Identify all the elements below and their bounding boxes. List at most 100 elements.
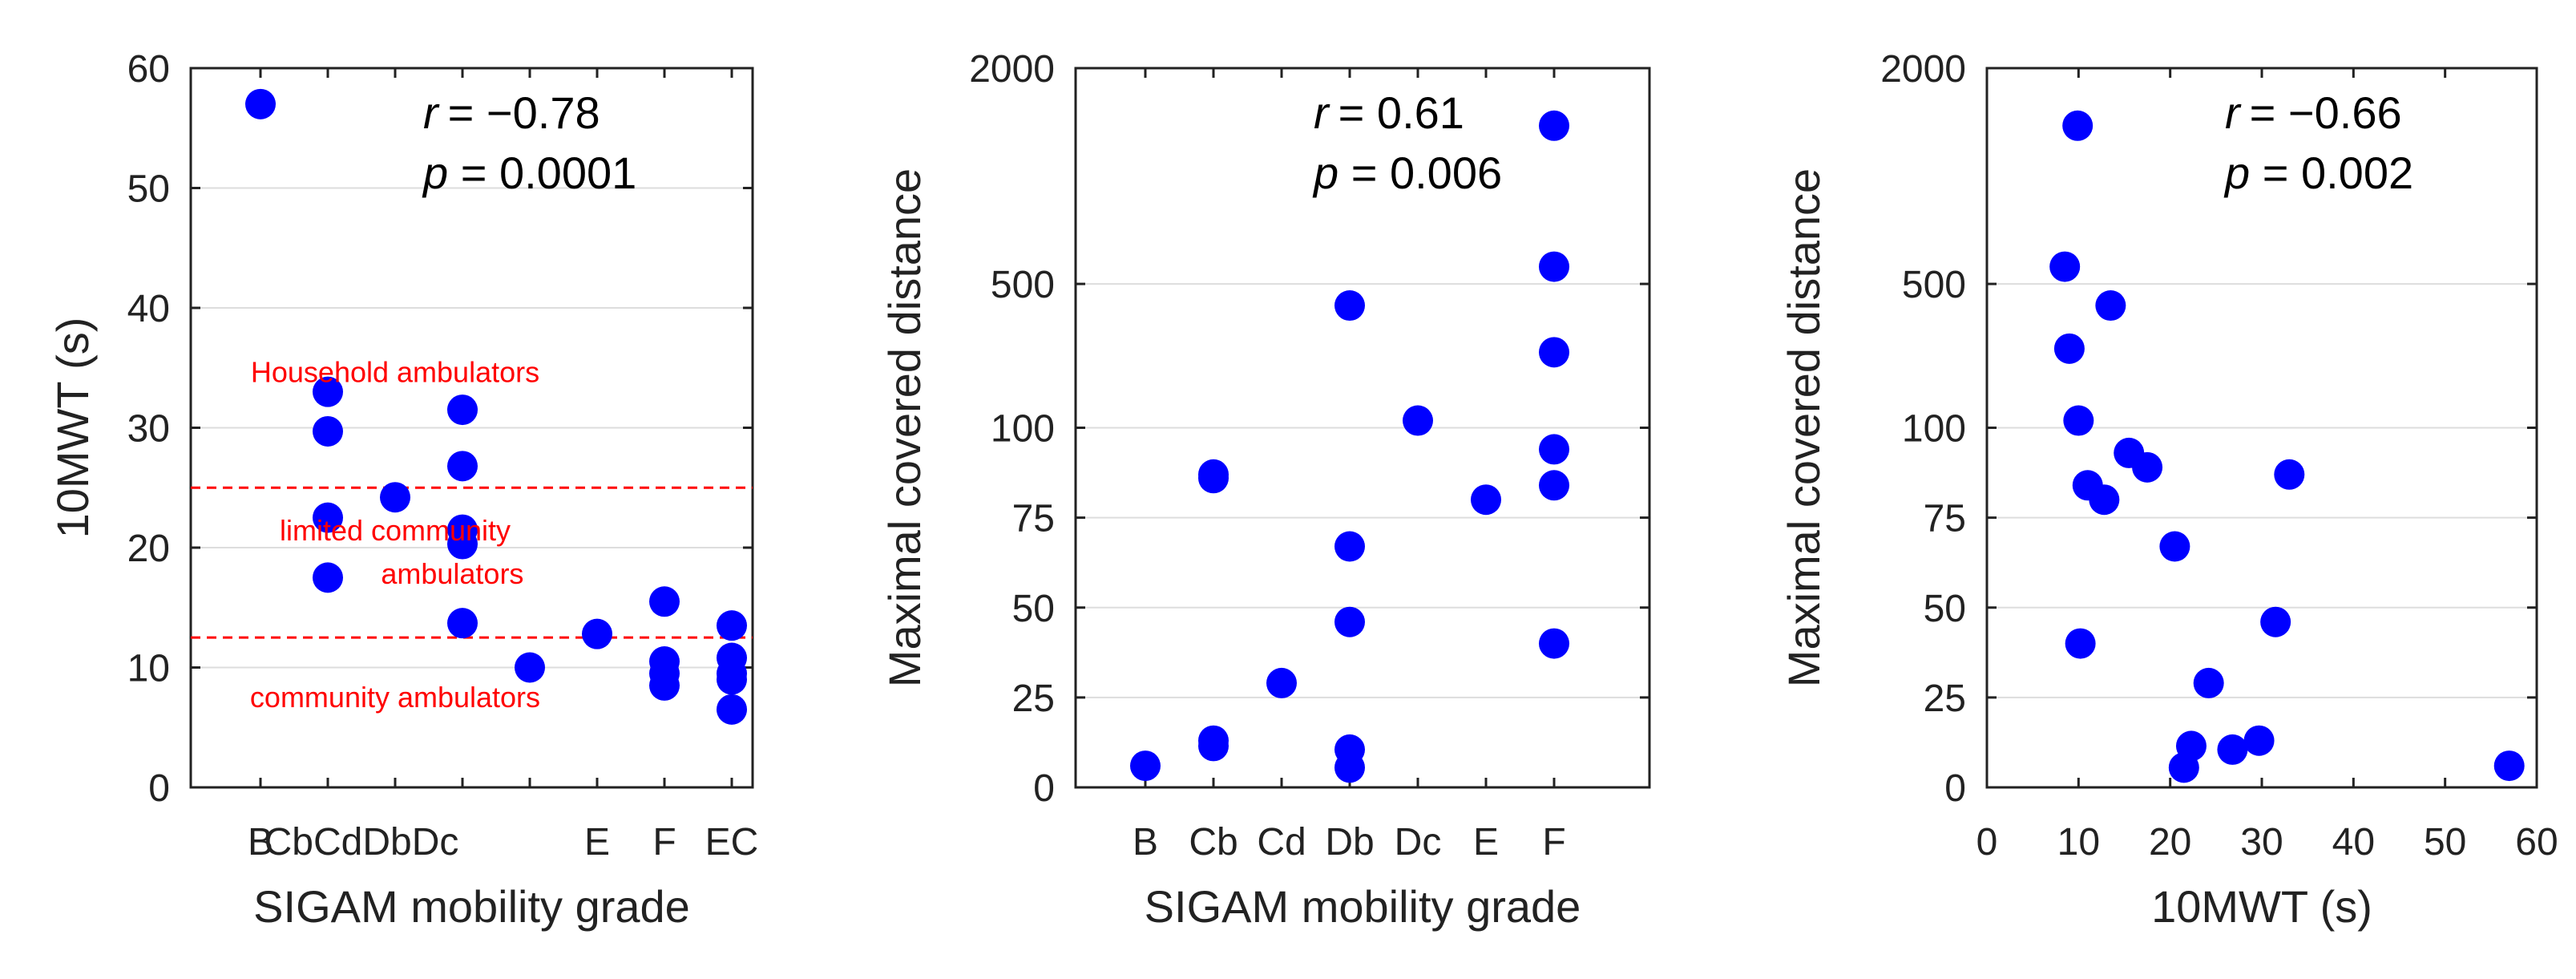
data-point [1539, 470, 1569, 501]
data-point [1539, 251, 1569, 282]
data-point [2217, 734, 2248, 765]
stat-r-value: = −0.78 [448, 87, 600, 138]
y-tick-label: 75 [1924, 498, 1966, 540]
x-axis-label: SIGAM mobility grade [1145, 881, 1581, 932]
y-axis-label: Maximal covered distance [879, 168, 930, 687]
annotation-label: Household ambulators [251, 356, 539, 389]
stat-r-symbol: r [1314, 87, 1330, 138]
data-point [1539, 434, 1569, 465]
y-tick-label: 50 [1924, 588, 1966, 630]
y-tick-label: 2000 [1880, 48, 1966, 91]
stat-p-symbol: p [1312, 148, 1338, 198]
y-tick-label: 20 [127, 528, 170, 570]
data-point [2062, 110, 2094, 141]
stat-p-value: = 0.006 [1338, 148, 1502, 198]
stat-r-symbol: r [2225, 87, 2242, 138]
y-tick-label: 100 [991, 408, 1055, 451]
data-point [1334, 606, 1365, 637]
x-tick-label: B [248, 821, 273, 864]
y-tick-label: 0 [148, 767, 170, 810]
y-tick-label: 10 [127, 648, 170, 690]
data-point [649, 586, 680, 617]
y-tick-label: 25 [1012, 678, 1055, 720]
x-tick-label: EC [705, 821, 759, 864]
data-point [582, 618, 612, 649]
y-tick-label: 75 [1012, 498, 1055, 540]
data-point [1471, 484, 1501, 516]
stat-p: p = 0.0001 [422, 148, 636, 198]
y-tick-label: 2000 [969, 48, 1055, 91]
stat-r-value: = 0.61 [1338, 87, 1464, 138]
x-tick-label: E [1473, 821, 1499, 864]
stat-p-symbol: p [2223, 148, 2250, 198]
stat-p-value: = 0.002 [2250, 148, 2413, 198]
data-point [380, 482, 410, 513]
data-point [1403, 405, 1433, 436]
data-point [717, 694, 747, 725]
stat-p-value: = 0.0001 [448, 148, 636, 198]
data-point [1198, 730, 1229, 762]
x-tick-label: 0 [1976, 821, 1998, 864]
data-point [1334, 531, 1365, 562]
data-point [2260, 606, 2291, 637]
data-point [1334, 290, 1365, 322]
data-point [717, 664, 747, 695]
data-point [313, 376, 343, 407]
panel-distance-vs-grade: 0 25 50 75 100 500 2000 B Cb Cd Db Dc E F SIGAM mobili… [879, 48, 1651, 932]
data-point [649, 670, 680, 701]
y-tick-label: 40 [127, 288, 170, 330]
stat-r: r = 0.61 [1314, 87, 1464, 138]
data-point [2065, 628, 2096, 659]
x-tick-label: 30 [2240, 821, 2283, 864]
data-point [1334, 752, 1365, 783]
data-point [2274, 459, 2305, 490]
data-point [2168, 752, 2199, 783]
data-point [2053, 333, 2085, 364]
data-point [1130, 750, 1161, 782]
data-point [515, 652, 545, 683]
x-tick-label: F [652, 821, 676, 864]
data-point [1539, 628, 1569, 659]
annotation-label: ambulators [381, 557, 523, 590]
data-point [2159, 531, 2190, 562]
data-point [1198, 463, 1229, 494]
x-tick-label: 60 [2515, 821, 2558, 864]
x-tick-label: Cb [1189, 821, 1238, 864]
stat-p-symbol: p [422, 148, 448, 198]
x-tick-label: 50 [2424, 821, 2466, 864]
x-tick-label: B [1133, 821, 1158, 864]
data-point [2095, 290, 2126, 322]
x-tick-label: 20 [2149, 821, 2191, 864]
data-point [313, 562, 343, 593]
data-point [1266, 667, 1297, 698]
panel-distance-vs-10mwt: 0 25 50 75 100 500 2000 0 10 20 30 40 50 60 10MWT (s) M… [1779, 48, 2558, 932]
data-point [447, 451, 478, 482]
stat-r-symbol: r [423, 87, 440, 138]
data-point [2243, 725, 2275, 756]
stat-p: p = 0.006 [1312, 148, 1502, 198]
data-point [313, 502, 343, 533]
data-point [2089, 484, 2120, 516]
x-tick-label: Db [1325, 821, 1374, 864]
data-point [1539, 337, 1569, 368]
annotation-label: limited community [280, 514, 511, 547]
y-tick-label: 30 [127, 408, 170, 451]
data-point [245, 88, 276, 119]
x-tick-label: Dc [1395, 821, 1442, 864]
stat-r-value: = −0.66 [2250, 87, 2402, 138]
data-point [2193, 667, 2224, 698]
data-point [447, 528, 478, 560]
y-axis-label: 10MWT (s) [47, 318, 98, 539]
data-point [2493, 750, 2525, 782]
x-axis-label: 10MWT (s) [2151, 881, 2372, 932]
x-axis-label: SIGAM mobility grade [253, 881, 690, 932]
y-tick-label: 0 [1033, 767, 1055, 810]
y-tick-label: 100 [1902, 408, 1966, 451]
data-point [2063, 405, 2094, 436]
y-tick-label: 0 [1944, 767, 1966, 810]
x-tick-label: 10 [2057, 821, 2100, 864]
y-axis-label: Maximal covered distance [1779, 168, 1829, 687]
y-tick-label: 50 [1012, 588, 1055, 630]
